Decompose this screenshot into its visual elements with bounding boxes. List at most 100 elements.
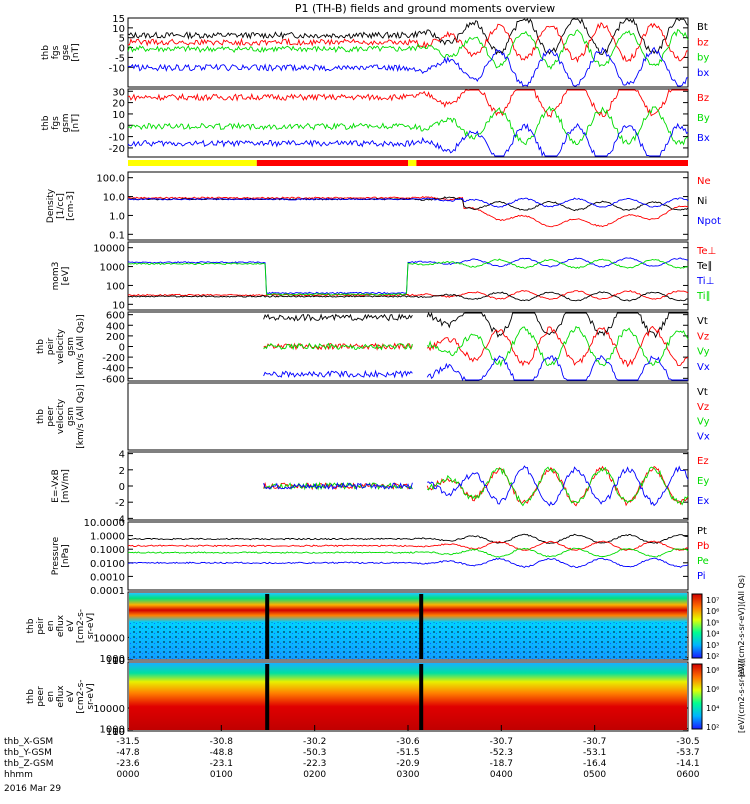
x-tick-label: -14.1 [676, 759, 699, 769]
x-tick-label: -23.6 [116, 759, 140, 769]
panel-frame [127, 382, 689, 451]
y-tick-label: 2 [119, 466, 125, 477]
legend-Te∥: Te∥ [696, 261, 713, 272]
x-tick-label: -30.6 [396, 737, 420, 747]
x-tick-label: -52.3 [490, 748, 513, 758]
series-Te⊥ [127, 290, 689, 300]
legend-Pt: Pt [697, 526, 707, 537]
y-label-line: [nT] [71, 43, 81, 61]
series-Ti⊥ [127, 257, 689, 295]
colorbar-tick: 10⁵ [706, 618, 719, 627]
legend-Ni: Ni [697, 196, 707, 207]
y-tick-label: 10000 [93, 244, 125, 255]
y-axis-label: mom3 [eV] [51, 262, 71, 291]
y-tick-label: 1.0000 [90, 532, 125, 543]
y-tick-label: 10.0 [103, 193, 125, 204]
y-tick-label: 0 [119, 44, 125, 55]
x-tick-label: -31.5 [116, 737, 139, 747]
legend-bz: bz [697, 37, 709, 48]
panel-frame [127, 521, 689, 591]
colorbar-tick: 10⁸ [706, 666, 719, 675]
y-label-line: Density [46, 188, 56, 223]
y-tick-label: 10 [112, 656, 125, 667]
series-Bz [127, 89, 688, 118]
series-Ti∥ [127, 258, 689, 296]
series-Ne [127, 196, 689, 228]
y-label-line: thb [36, 339, 46, 354]
x-tick-label: -22.3 [303, 759, 326, 769]
colorbar-tick: 10³ [706, 641, 719, 650]
legend-Pb: Pb [697, 541, 709, 552]
panel-frame [127, 17, 689, 88]
y-tick-label: 1000 [100, 725, 125, 736]
data-gap [419, 594, 424, 659]
status-bar-segment [256, 160, 408, 166]
x-tick-label: 0300 [397, 770, 420, 780]
status-bar-segment [408, 160, 417, 166]
x-tick-label: -18.7 [490, 759, 513, 769]
y-tick-label: -2 [115, 498, 125, 509]
colorbar-tick: 10⁷ [706, 596, 719, 605]
colorbar-label: [eV/(cm2-s-sr-eV)](All Qs) [737, 575, 746, 677]
status-bar-segment [416, 160, 688, 166]
legend-Bx: Bx [697, 133, 710, 144]
series-Te∥ [127, 291, 688, 302]
colorbar-tick: 10⁴ [706, 630, 719, 639]
series-Vx [263, 354, 688, 382]
y-label-line: [eV] [61, 267, 71, 286]
x-tick-label: -50.3 [303, 748, 326, 758]
y-label-line: [km/s (All Qs)] [76, 314, 86, 378]
y-tick-label: 0.1 [109, 230, 125, 241]
x-row-label: thb_Y-GSM [4, 748, 52, 758]
panel-temperature: 10000 1000 100 10 mom3 [eV] Te⊥ Te∥ Ti⊥ Ti∥ [51, 241, 716, 311]
x-tick-label: 0100 [210, 770, 233, 780]
y-tick-label: -4 [115, 514, 125, 525]
legend-Pe: Pe [697, 556, 709, 567]
y-label-line: eflux [56, 614, 66, 637]
y-tick-label: 10 [112, 300, 125, 311]
legend-Vx: Vx [697, 362, 710, 373]
y-tick-label: 1000 [100, 654, 125, 665]
legend-by: by [697, 53, 709, 64]
y-tick-label: -600 [102, 374, 125, 385]
panel-pressure: 10.0000 1.0000 0.1000 0.0100 0.0010 0.0001 Pre… [51, 518, 709, 597]
legend-Ey: Ey [697, 476, 709, 487]
y-axis-label: E=-VxB [mV/m] [51, 469, 71, 503]
y-label-line: [nPa] [61, 544, 71, 567]
colorbar [691, 593, 703, 659]
x-tick-label: -30.7 [490, 737, 513, 747]
y-tick-label: 1000 [100, 263, 125, 274]
panel-density: 100.0 10.0 1.0 0.1 Density [1/cc] [cm-3] Ne Ni Np… [46, 171, 721, 241]
y-label-line: sr-eV] [86, 613, 96, 639]
series-Bt [127, 18, 689, 56]
y-label-line: thb [41, 45, 51, 60]
series-Vt [263, 311, 688, 339]
y-label-line: eV [66, 690, 76, 703]
colorbar-tick: 10⁶ [706, 685, 719, 694]
legend-Ne: Ne [697, 176, 711, 187]
series-Pe [127, 547, 689, 558]
y-label-line: [km/s (All Qs)] [76, 384, 86, 448]
series-Vy [263, 325, 689, 368]
y-tick-label: 10000 [93, 633, 125, 644]
series-by [127, 28, 689, 70]
y-label-line: sr-eV] [86, 683, 96, 709]
y-tick-label: 4 [119, 450, 125, 461]
y-tick-label: -10 [109, 63, 125, 74]
y-tick-label: 10 [112, 24, 125, 35]
y-tick-label: 400 [106, 321, 125, 332]
panel-frame [127, 241, 689, 311]
y-tick-label: 10.0000 [84, 518, 125, 529]
colorbar-tick: 10² [706, 652, 719, 661]
y-tick-label: 5 [119, 34, 125, 45]
y-label-line: Pressure [51, 536, 61, 575]
colorbar-tick: 10⁶ [706, 607, 719, 616]
y-tick-label: 10000 [93, 704, 125, 715]
y-label-line: eV [66, 619, 76, 632]
y-tick-label: 0.0001 [90, 586, 125, 597]
y-label-line: gsm [61, 113, 71, 132]
y-tick-label: 100 [106, 281, 125, 292]
